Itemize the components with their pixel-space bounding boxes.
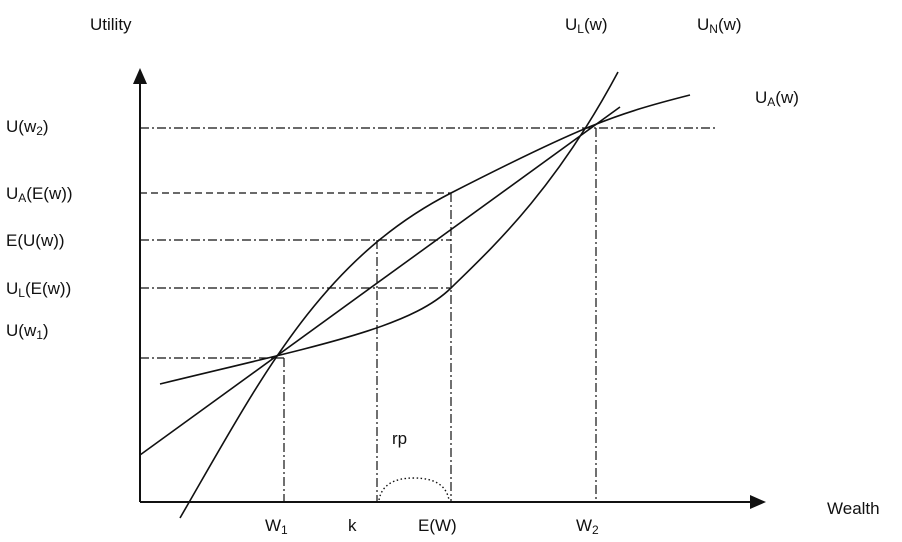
x-tick-w1: W1	[265, 516, 288, 537]
ua-curve	[179, 94, 691, 519]
y-tick-u-w1: U(w1)	[6, 321, 49, 342]
un-curve	[139, 106, 621, 456]
ua-curve-label: UA(w)	[755, 88, 799, 109]
x-tick-k: k	[348, 516, 357, 535]
y-axis-label: Utility	[90, 15, 132, 34]
x-axis-arrowhead	[750, 495, 766, 509]
y-tick-e-uw: E(U(w))	[6, 231, 65, 250]
x-axis-label: Wealth	[827, 499, 880, 518]
risk-premium-label: rp	[392, 429, 407, 448]
y-tick-ul-ew: UL(E(w))	[6, 279, 71, 300]
y-axis-arrowhead	[133, 68, 147, 84]
ul-curve-label: UL(w)	[565, 15, 608, 36]
risk-premium-bracket	[378, 477, 450, 501]
y-tick-ua-ew: UA(E(w))	[6, 184, 73, 205]
un-curve-label: UN(w)	[697, 15, 742, 36]
ul-curve	[159, 71, 619, 385]
x-tick-w2: W2	[576, 516, 599, 537]
x-tick-ew: E(W)	[418, 516, 457, 535]
y-tick-u-w2: U(w2)	[6, 117, 49, 138]
